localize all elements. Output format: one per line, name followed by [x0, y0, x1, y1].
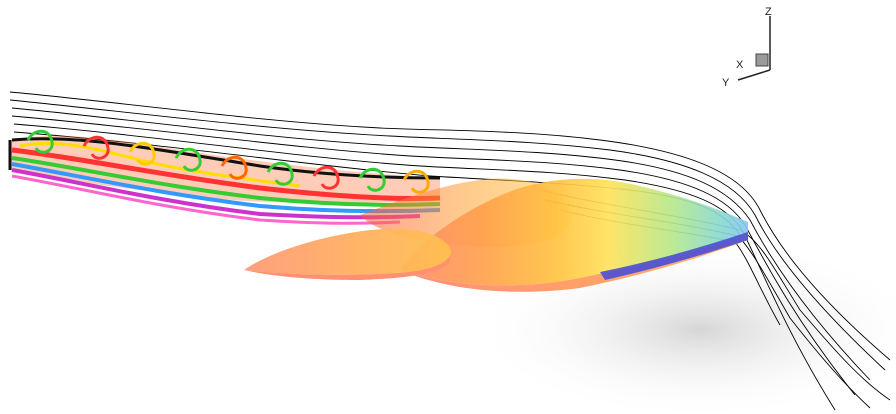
slat-element: [244, 228, 451, 275]
main-wing-lower-surface: [400, 234, 748, 292]
x-axis-label: X: [736, 59, 744, 71]
axes-origin-cube: [755, 53, 769, 67]
axes-triad[interactable]: Z X Y: [722, 6, 772, 89]
y-axis-line: [737, 69, 771, 81]
z-axis-label: Z: [765, 6, 772, 18]
streamlines-upper: [9, 91, 891, 411]
slat-underside: [244, 256, 450, 280]
y-axis-label: Y: [722, 77, 730, 89]
main-wing-trailing-edge: [600, 232, 748, 280]
vortex-wake: [8, 129, 441, 225]
